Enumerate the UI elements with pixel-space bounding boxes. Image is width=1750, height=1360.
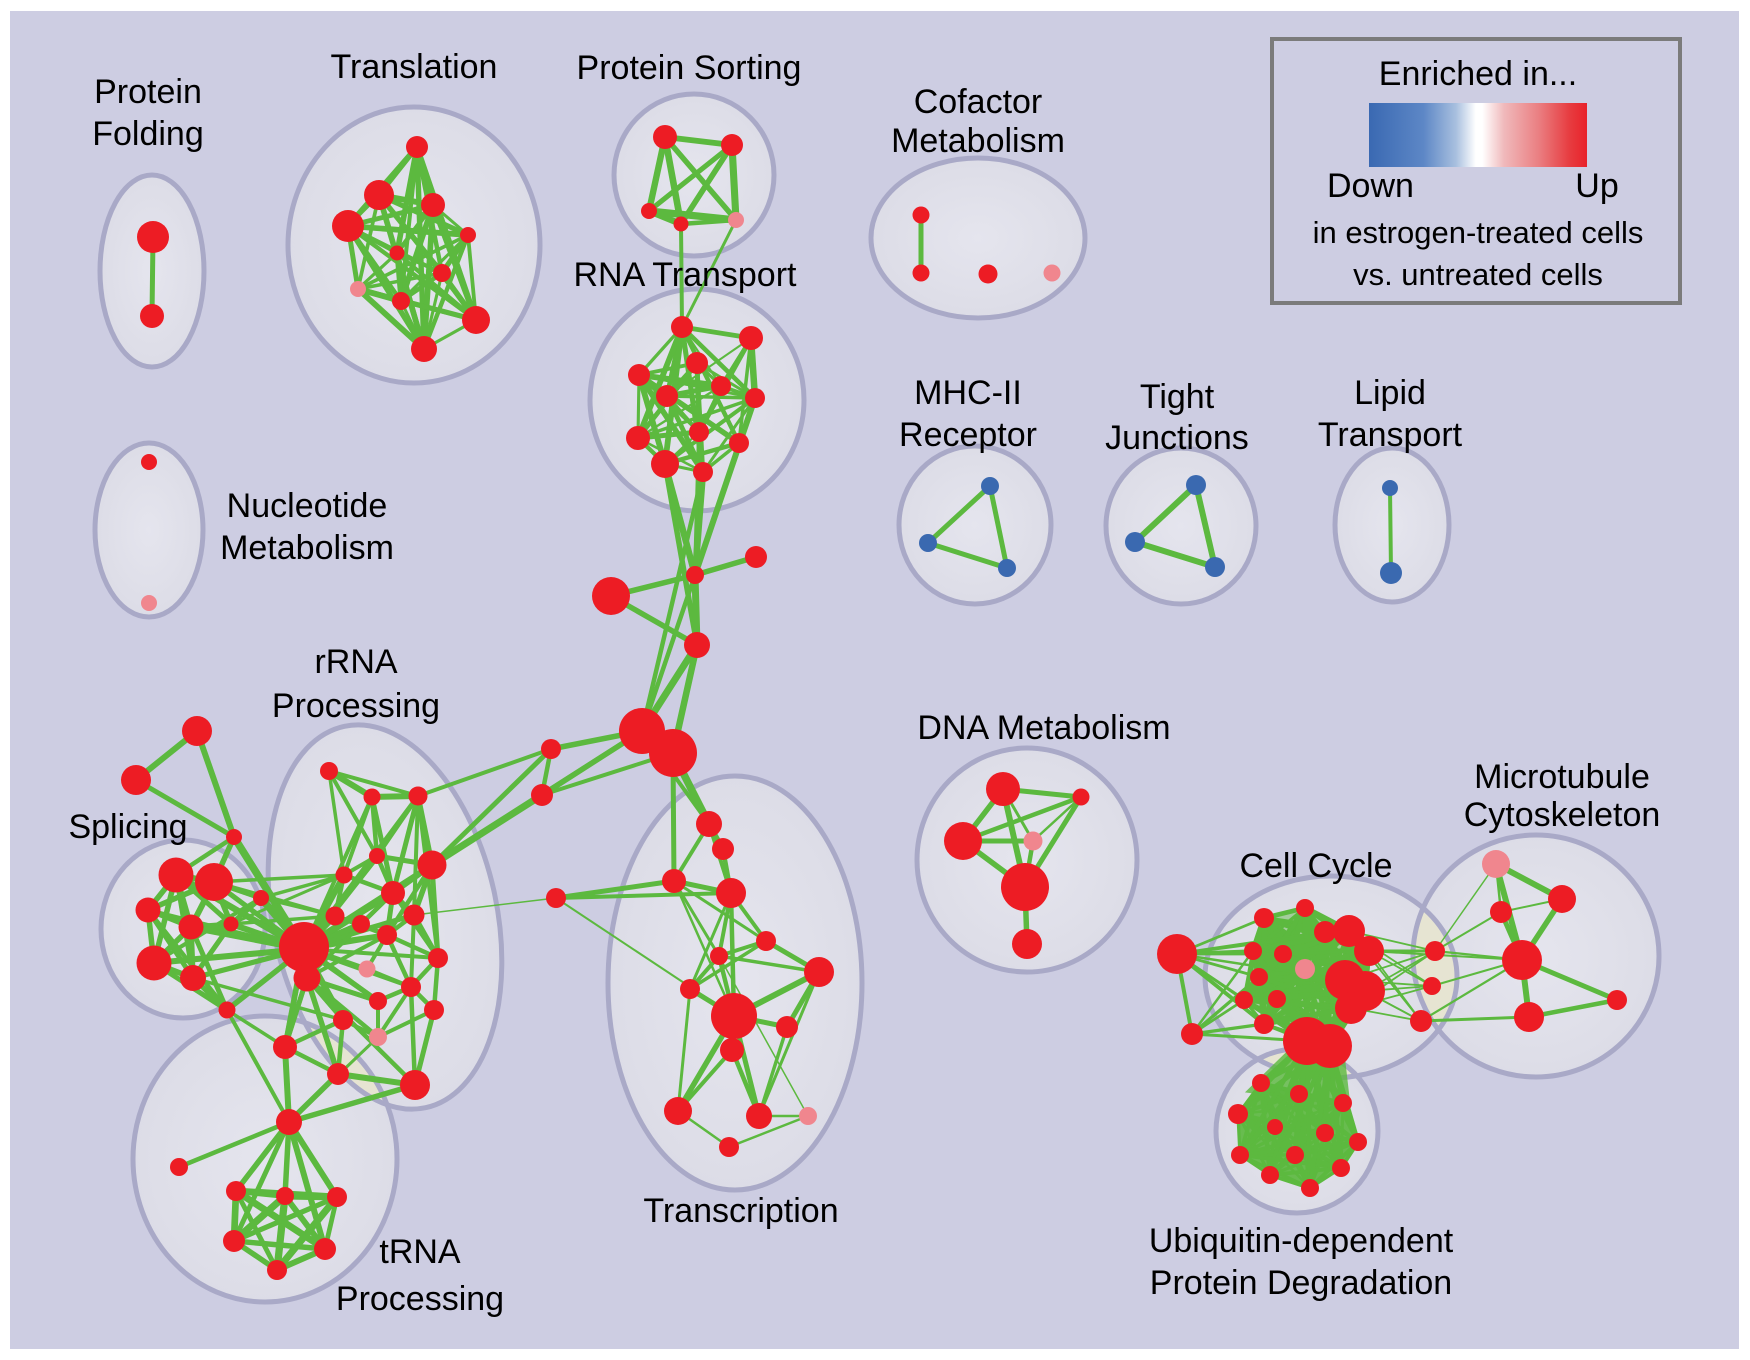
svg-text:Down: Down bbox=[1327, 167, 1414, 205]
svg-text:Up: Up bbox=[1575, 167, 1618, 205]
svg-text:Nucleotide: Nucleotide bbox=[227, 487, 388, 525]
svg-text:Translation: Translation bbox=[331, 48, 498, 86]
svg-text:Lipid: Lipid bbox=[1354, 374, 1426, 412]
svg-text:Metabolism: Metabolism bbox=[220, 529, 394, 567]
svg-text:MHC-II: MHC-II bbox=[914, 374, 1022, 412]
svg-text:Protein Sorting: Protein Sorting bbox=[577, 49, 802, 87]
svg-text:vs. untreated cells: vs. untreated cells bbox=[1353, 257, 1603, 292]
svg-text:Processing: Processing bbox=[336, 1280, 504, 1318]
svg-text:rRNA: rRNA bbox=[314, 643, 397, 681]
svg-text:tRNA: tRNA bbox=[379, 1233, 461, 1271]
svg-text:RNA Transport: RNA Transport bbox=[574, 256, 798, 294]
svg-text:Protein Degradation: Protein Degradation bbox=[1150, 1264, 1452, 1302]
svg-text:DNA Metabolism: DNA Metabolism bbox=[917, 709, 1170, 747]
svg-text:in estrogen-treated cells: in estrogen-treated cells bbox=[1313, 215, 1644, 250]
svg-text:Receptor: Receptor bbox=[899, 416, 1037, 454]
svg-text:Folding: Folding bbox=[92, 115, 204, 153]
svg-text:Splicing: Splicing bbox=[68, 808, 187, 846]
svg-text:Metabolism: Metabolism bbox=[891, 122, 1065, 160]
svg-text:Enriched in...: Enriched in... bbox=[1379, 55, 1577, 93]
svg-text:Cytoskeleton: Cytoskeleton bbox=[1464, 796, 1661, 834]
svg-text:Transport: Transport bbox=[1318, 416, 1463, 454]
svg-text:Protein: Protein bbox=[94, 73, 202, 111]
svg-text:Junctions: Junctions bbox=[1105, 419, 1249, 457]
svg-text:Cell Cycle: Cell Cycle bbox=[1239, 847, 1392, 885]
svg-text:Processing: Processing bbox=[272, 687, 440, 725]
svg-text:Microtubule: Microtubule bbox=[1474, 758, 1650, 796]
svg-text:Cofactor: Cofactor bbox=[914, 83, 1043, 121]
svg-text:Ubiquitin-dependent: Ubiquitin-dependent bbox=[1149, 1222, 1454, 1260]
svg-text:Transcription: Transcription bbox=[643, 1192, 838, 1230]
svg-text:Tight: Tight bbox=[1140, 378, 1215, 416]
